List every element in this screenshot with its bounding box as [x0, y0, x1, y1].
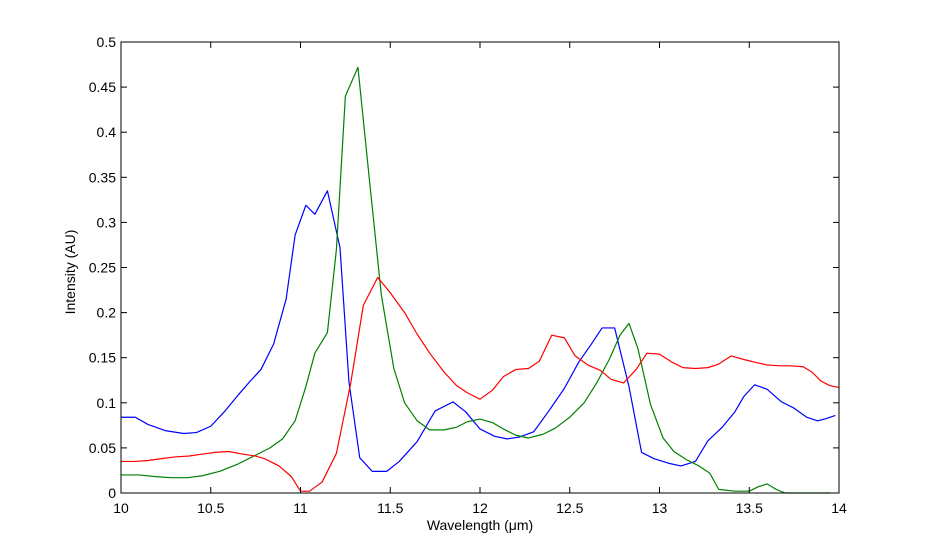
- x-tick-label: 12: [472, 500, 488, 516]
- series-line-1: [121, 190, 836, 472]
- x-tick-label: 10: [113, 500, 129, 516]
- series-layer: [121, 66, 840, 494]
- y-tick-label: 0: [108, 485, 116, 501]
- x-tick-label: 14: [831, 500, 847, 516]
- x-tick-label: 13: [652, 500, 668, 516]
- y-tick-label: 0.3: [97, 214, 117, 230]
- x-tick-label: 12.5: [556, 500, 583, 516]
- series-line-3: [121, 276, 840, 492]
- x-tick-label: 13.5: [736, 500, 763, 516]
- y-axis-ticks: 0 0.05 0.1 0.15 0.2 0.25 0.3 0.35 0.4 0.45 0.5: [89, 34, 839, 501]
- x-axis-ticks: 10 10.5 11 11.5 12 12.5 13 13.5 14: [113, 42, 847, 516]
- series-line-2: [121, 66, 831, 494]
- y-tick-label: 0.45: [89, 79, 116, 95]
- y-tick-label: 0.4: [97, 124, 117, 140]
- y-tick-label: 0.2: [97, 305, 117, 321]
- plot-area: [120, 41, 840, 494]
- y-tick-label: 0.1: [97, 395, 117, 411]
- y-tick-label: 0.25: [89, 260, 116, 276]
- x-axis-label: Wavelength (μm): [427, 517, 533, 533]
- y-tick-label: 0.05: [89, 440, 116, 456]
- x-tick-label: 11: [293, 500, 308, 516]
- y-tick-label: 0.5: [97, 34, 117, 50]
- x-tick-label: 11.5: [377, 500, 403, 516]
- y-tick-label: 0.15: [89, 350, 116, 366]
- y-tick-label: 0.35: [89, 169, 116, 185]
- x-tick-label: 10.5: [197, 500, 224, 516]
- y-axis-label: Intensity (AU): [62, 230, 78, 315]
